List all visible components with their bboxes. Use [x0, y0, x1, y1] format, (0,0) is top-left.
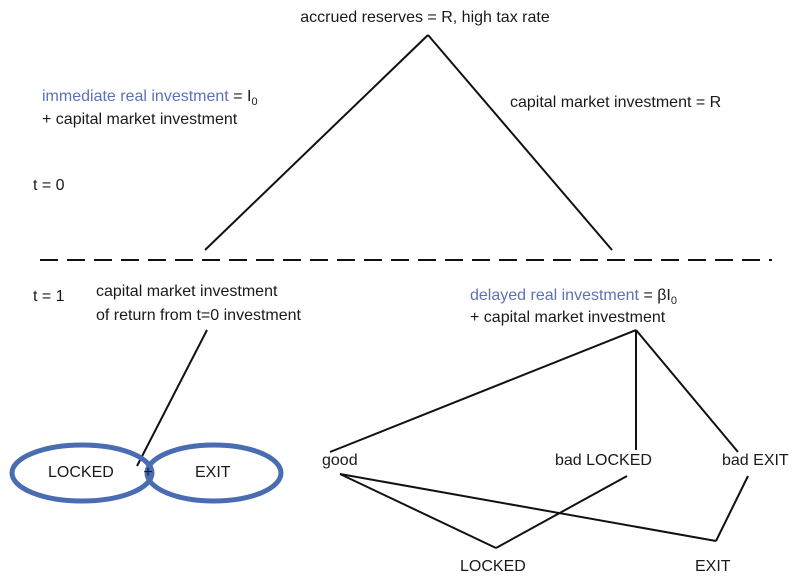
- text: = βI: [643, 287, 670, 304]
- node-label: of return from t=0 investment: [96, 307, 302, 324]
- left-branch-label: immediate real investment = I0: [42, 88, 258, 108]
- node-label: delayed real investment = βI0: [470, 287, 677, 307]
- blue-text: immediate real investment: [42, 88, 229, 105]
- ellipse-label: LOCKED: [48, 464, 114, 481]
- time-label: t = 1: [33, 288, 65, 305]
- blue-text: delayed real investment: [470, 287, 640, 304]
- outcome-label: bad EXIT: [722, 452, 789, 469]
- edge: [635, 329, 739, 453]
- edge: [339, 473, 497, 549]
- outcome-label: bad LOCKED: [555, 452, 652, 469]
- final-label: EXIT: [695, 558, 731, 575]
- edge: [495, 475, 628, 549]
- time-label: t = 0: [33, 177, 65, 194]
- subscript: 0: [671, 295, 677, 307]
- locked-ellipse: [9, 442, 155, 504]
- edge: [339, 473, 717, 542]
- left-branch-label: + capital market investment: [42, 111, 238, 128]
- edge: [427, 34, 613, 251]
- edge: [204, 34, 429, 251]
- outcome-label: good: [322, 452, 358, 469]
- edge: [715, 475, 749, 542]
- right-branch-label: capital market investment = R: [510, 94, 721, 111]
- node-label: + capital market investment: [470, 309, 666, 326]
- ellipse-label: +: [143, 464, 152, 481]
- node-label: capital market investment: [96, 283, 278, 300]
- text: = I: [233, 88, 251, 105]
- subscript: 0: [251, 96, 257, 108]
- root-label: accrued reserves = R, high tax rate: [300, 9, 550, 26]
- ellipse-label: EXIT: [195, 464, 231, 481]
- edge: [136, 329, 208, 467]
- exit-ellipse: [144, 442, 284, 504]
- final-label: LOCKED: [460, 558, 526, 575]
- edge: [329, 329, 637, 453]
